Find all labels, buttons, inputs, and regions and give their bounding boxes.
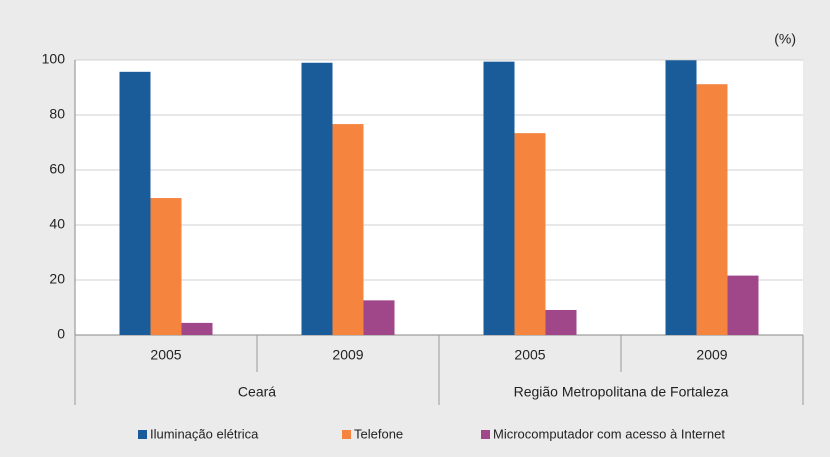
y-tick-label: 60 xyxy=(49,161,65,177)
legend-swatch xyxy=(138,430,147,439)
y-tick-label: 0 xyxy=(57,326,65,342)
x-tick-label: 2009 xyxy=(332,347,363,363)
group-label: Ceará xyxy=(238,384,276,400)
legend-label: Microcomputador com acesso à Internet xyxy=(493,426,725,441)
bar xyxy=(150,198,182,335)
bar xyxy=(181,322,213,335)
bar xyxy=(545,309,577,335)
bar xyxy=(483,61,515,336)
bar xyxy=(363,300,395,335)
legend-swatch xyxy=(481,430,490,439)
y-unit: (%) xyxy=(774,31,796,47)
bar xyxy=(332,124,364,335)
y-tick-label: 40 xyxy=(49,216,65,232)
y-tick-label: 80 xyxy=(49,106,65,122)
x-tick-label: 2005 xyxy=(514,347,545,363)
y-tick-label: 20 xyxy=(49,271,65,287)
legend-swatch xyxy=(342,430,351,439)
group-label: Região Metropolitana de Fortaleza xyxy=(514,384,729,400)
legend-label: Iluminação elétrica xyxy=(150,426,259,441)
legend-label: Telefone xyxy=(354,426,403,441)
bar xyxy=(119,71,151,335)
bar xyxy=(727,275,759,335)
bar xyxy=(665,60,697,336)
x-tick-label: 2009 xyxy=(696,347,727,363)
y-tick-label: 100 xyxy=(42,51,66,67)
bar xyxy=(514,133,546,335)
bar xyxy=(301,62,333,335)
x-tick-label: 2005 xyxy=(150,347,181,363)
bar xyxy=(696,84,728,335)
